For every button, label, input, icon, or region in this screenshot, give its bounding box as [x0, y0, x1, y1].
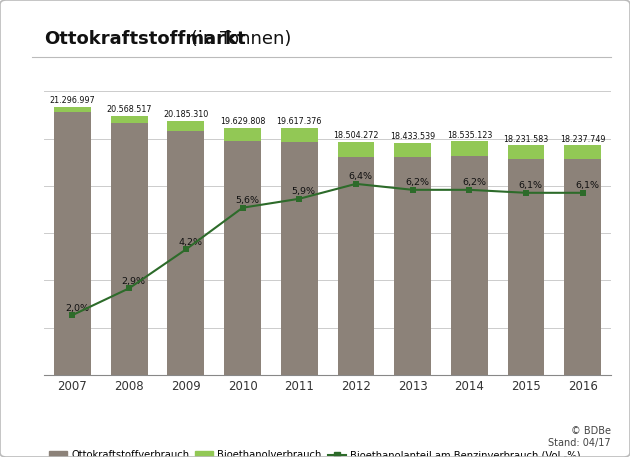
Text: 19.629.808: 19.629.808	[220, 117, 265, 126]
Text: © BDBe
Stand: 04/17: © BDBe Stand: 04/17	[549, 426, 611, 448]
Text: 18.237.749: 18.237.749	[560, 134, 605, 143]
Text: 6,1%: 6,1%	[518, 181, 542, 190]
Bar	[338, 157, 374, 375]
Text: 5,9%: 5,9%	[292, 187, 316, 196]
Text: 21.296.997: 21.296.997	[50, 96, 95, 105]
Text: Ottokraftstoffmarkt: Ottokraftstoffmarkt	[44, 30, 246, 48]
Text: 18.535.123: 18.535.123	[447, 131, 492, 140]
Text: 6,4%: 6,4%	[348, 172, 372, 181]
Bar	[451, 141, 488, 156]
Text: 5,6%: 5,6%	[235, 196, 259, 205]
Bar	[508, 159, 544, 375]
Bar	[564, 145, 601, 159]
Text: 18.433.539: 18.433.539	[390, 132, 435, 141]
Text: 6,2%: 6,2%	[405, 178, 429, 187]
Bar	[281, 128, 318, 142]
Bar	[54, 106, 91, 112]
Bar	[338, 142, 374, 157]
Text: 2,9%: 2,9%	[122, 277, 146, 286]
Bar	[281, 142, 318, 375]
Text: 20.568.517: 20.568.517	[106, 105, 152, 114]
Text: 2,0%: 2,0%	[65, 303, 89, 313]
Bar	[168, 131, 204, 375]
Text: 6,2%: 6,2%	[462, 178, 486, 187]
Text: 19.617.376: 19.617.376	[277, 117, 322, 126]
Bar	[111, 123, 147, 375]
Text: (in Tonnen): (in Tonnen)	[185, 30, 292, 48]
Text: 18.231.583: 18.231.583	[503, 135, 549, 143]
Bar	[394, 157, 431, 375]
Bar	[224, 141, 261, 375]
Bar	[451, 156, 488, 375]
Text: 4,2%: 4,2%	[178, 238, 202, 247]
Bar	[508, 145, 544, 159]
Text: 18.504.272: 18.504.272	[333, 131, 379, 140]
Bar	[224, 128, 261, 141]
Bar	[394, 143, 431, 157]
Bar	[564, 159, 601, 375]
Text: 6,1%: 6,1%	[575, 181, 599, 190]
Bar	[111, 116, 147, 123]
Legend: Ottokraftstoffverbrauch, Bioethanolverbrauch, Bioethanolanteil am Benzinverbrauc: Ottokraftstoffverbrauch, Bioethanolverbr…	[49, 451, 580, 457]
Text: 20.185.310: 20.185.310	[163, 110, 209, 119]
Bar	[168, 121, 204, 131]
Bar	[54, 112, 91, 375]
